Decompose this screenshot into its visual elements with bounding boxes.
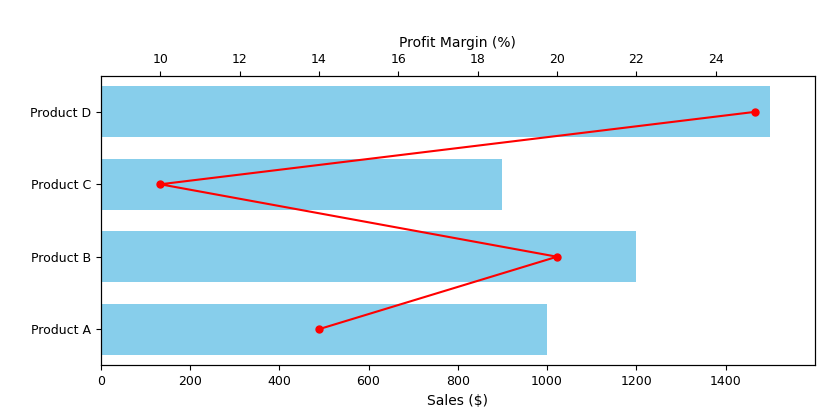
Bar: [101, 231, 637, 282]
X-axis label: Profit Margin (%): Profit Margin (%): [399, 36, 517, 50]
Bar: [101, 87, 770, 137]
X-axis label: Sales ($): Sales ($): [428, 394, 488, 408]
Bar: [101, 304, 547, 354]
Bar: [101, 159, 502, 210]
